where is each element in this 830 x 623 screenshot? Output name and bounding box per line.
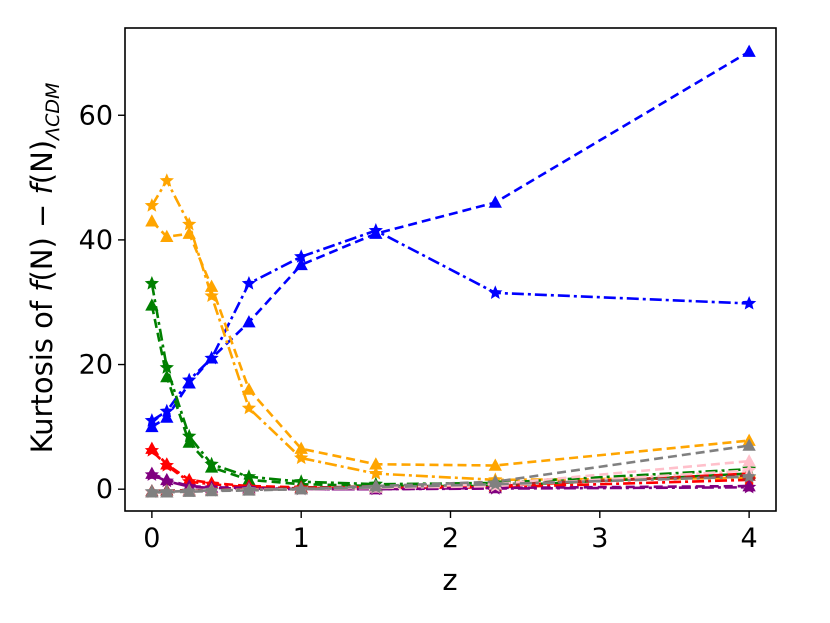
x-tick-label: 1 bbox=[293, 523, 310, 554]
data-point-triangle bbox=[742, 454, 756, 467]
data-point-star bbox=[204, 482, 219, 497]
data-point-triangle bbox=[742, 438, 756, 451]
y-tick-label: 0 bbox=[96, 474, 113, 505]
data-point-star bbox=[368, 466, 383, 480]
data-point-star bbox=[144, 276, 160, 290]
data-point-star bbox=[159, 473, 174, 488]
y-axis-label: Kurtosis of f(N) − f(N)ΛCDM bbox=[25, 83, 64, 454]
data-point-star bbox=[368, 479, 383, 494]
data-point-star bbox=[159, 458, 174, 472]
data-point-star bbox=[294, 450, 309, 465]
data-point-star bbox=[241, 469, 257, 483]
data-point-triangle bbox=[145, 419, 159, 433]
data-point-star bbox=[204, 456, 219, 471]
data-point-star bbox=[159, 360, 174, 374]
data-point-star bbox=[368, 223, 383, 237]
data-point-star bbox=[144, 484, 160, 498]
series-line bbox=[151, 444, 750, 494]
data-point-triangle bbox=[294, 257, 308, 271]
data-point-star bbox=[182, 372, 197, 387]
data-point-star bbox=[241, 400, 257, 415]
data-point-triangle bbox=[488, 195, 502, 208]
x-axis-label: z bbox=[442, 563, 457, 597]
data-point-triangle bbox=[145, 214, 159, 227]
data-point-triangle bbox=[182, 226, 196, 239]
data-point-star bbox=[294, 481, 309, 496]
data-point-star bbox=[182, 428, 197, 443]
data-point-star bbox=[241, 276, 257, 290]
data-point-triangle bbox=[160, 229, 174, 243]
data-point-star bbox=[741, 295, 757, 310]
x-tick-label: 0 bbox=[143, 523, 160, 554]
data-point-triangle bbox=[182, 435, 196, 448]
data-point-star bbox=[182, 483, 197, 498]
y-tick-label: 20 bbox=[79, 350, 113, 381]
data-point-triangle bbox=[242, 315, 256, 328]
data-point-star bbox=[204, 288, 219, 303]
data-point-star bbox=[159, 484, 174, 498]
data-point-triangle bbox=[488, 458, 502, 471]
series-14 bbox=[144, 469, 757, 498]
data-point-star bbox=[182, 216, 197, 231]
x-tick-label: 3 bbox=[591, 523, 608, 554]
x-tick-label: 4 bbox=[741, 523, 758, 554]
data-point-star bbox=[488, 285, 503, 299]
data-point-triangle bbox=[242, 382, 256, 395]
series-line bbox=[151, 474, 750, 493]
data-point-star bbox=[294, 249, 309, 263]
data-point-triangle bbox=[742, 44, 756, 57]
data-point-star bbox=[144, 443, 160, 457]
data-point-triangle bbox=[369, 457, 383, 470]
data-point-star bbox=[488, 476, 503, 491]
data-point-star bbox=[144, 198, 160, 212]
series-layer bbox=[144, 44, 757, 499]
y-tick-label: 60 bbox=[79, 100, 113, 131]
data-point-star bbox=[741, 469, 757, 483]
data-point-star bbox=[241, 482, 257, 496]
data-point-triangle bbox=[294, 441, 308, 454]
y-tick-label: 40 bbox=[79, 225, 113, 256]
data-point-star bbox=[144, 467, 160, 481]
data-point-star bbox=[204, 350, 219, 365]
x-tick-label: 2 bbox=[442, 523, 459, 554]
series-2 bbox=[145, 214, 756, 471]
data-point-triangle bbox=[160, 410, 174, 423]
data-point-star bbox=[159, 173, 174, 187]
data-point-star bbox=[159, 403, 174, 418]
data-point-star bbox=[741, 479, 757, 494]
data-point-star bbox=[144, 413, 160, 427]
